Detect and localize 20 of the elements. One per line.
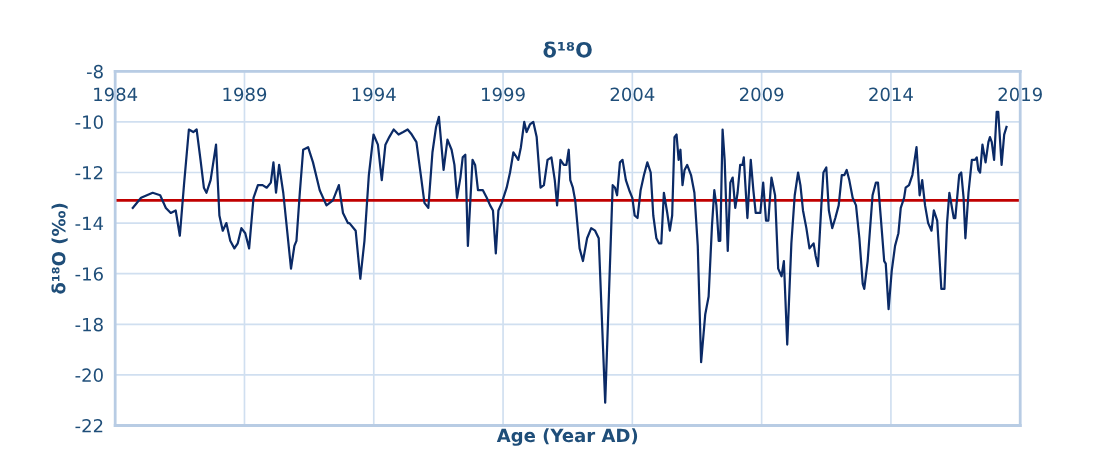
chart-title: δ¹⁸O: [543, 41, 592, 58]
x-tick-label: 1999: [482, 87, 525, 102]
x-tick-label: 2014: [869, 87, 913, 102]
y-tick-label: -22: [75, 418, 103, 433]
y-tick-label: -8: [86, 64, 103, 79]
x-tick-label: 1989: [223, 87, 267, 102]
y-tick-label: -16: [75, 267, 103, 281]
x-tick-label: 2019: [998, 87, 1042, 102]
y-tick-label: -12: [75, 165, 103, 180]
y-tick-label: -14: [75, 216, 104, 230]
y-tick-label: -20: [75, 368, 103, 383]
y-axis-title: δ¹⁸O (‰): [51, 203, 68, 294]
y-tick-label: -18: [75, 317, 103, 332]
line-series: [131, 110, 1008, 404]
x-tick-label: 2009: [739, 87, 784, 102]
x-tick-label: 1984: [94, 87, 138, 102]
x-axis-title: Age (Year AD): [496, 428, 638, 446]
x-tick-label: 2004: [610, 87, 655, 102]
x-tick-label: 1994: [352, 87, 396, 102]
y-tick-label: -10: [75, 115, 103, 130]
